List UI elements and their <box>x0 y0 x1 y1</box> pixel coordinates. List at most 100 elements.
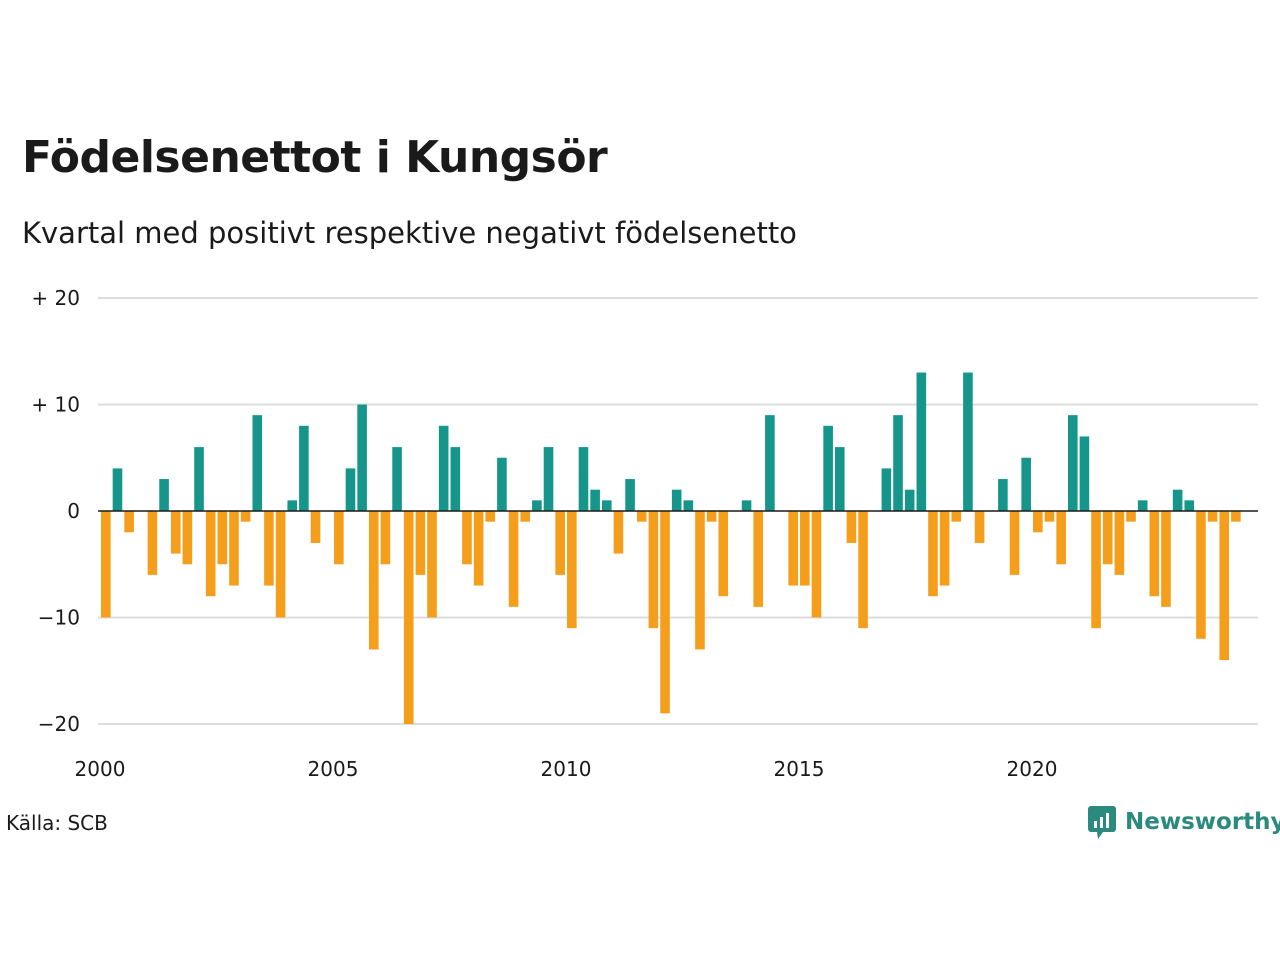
chart-bar <box>229 511 239 586</box>
chart-bar <box>741 500 752 511</box>
chart-bar <box>788 511 798 586</box>
chart-bar <box>532 500 542 511</box>
chart-bar <box>660 511 670 714</box>
chart-bar <box>951 511 962 522</box>
chart-bar <box>1149 511 1160 597</box>
x-tick-label: 2010 <box>541 757 592 781</box>
chart-bar <box>520 511 531 522</box>
chart-bar <box>1184 500 1195 511</box>
source-note: Källa: SCB <box>6 811 108 835</box>
chart-bar <box>345 468 356 511</box>
chart-bar <box>998 479 1008 511</box>
chart-bar <box>683 500 694 511</box>
chart-bar <box>1161 511 1171 607</box>
chart-bar <box>706 511 717 522</box>
y-tick-label: −20 <box>38 712 80 736</box>
chart-bar <box>427 511 437 618</box>
chart-bar <box>636 511 647 522</box>
chart-bar <box>939 511 950 586</box>
chart-bar <box>928 511 938 597</box>
chart-bar <box>264 511 274 586</box>
chart-bar <box>1021 457 1031 511</box>
chart-title: Födelsenettot i Kungsör <box>22 132 608 183</box>
newsworthy-logo-icon <box>1088 806 1116 839</box>
y-tick-label: 0 <box>67 499 80 523</box>
chart-bar <box>846 511 857 543</box>
x-tick-label: 2015 <box>774 757 825 781</box>
chart-bar <box>170 511 181 554</box>
chart-bar <box>1219 511 1230 661</box>
chart-bar <box>1207 511 1218 522</box>
chart-bar <box>1102 511 1113 565</box>
chart-bar <box>368 511 379 650</box>
chart-bar <box>1044 511 1055 522</box>
chart-bar <box>205 511 216 597</box>
chart-bar <box>963 372 973 511</box>
chart-bar <box>555 511 565 575</box>
chart-bar <box>462 511 472 565</box>
chart-bar <box>823 425 833 511</box>
chart-bar <box>485 511 496 522</box>
chart-bar <box>695 511 705 650</box>
chart-bar <box>334 511 344 565</box>
chart-bar <box>765 415 775 511</box>
chart-bar <box>1009 511 1020 575</box>
chart-bar <box>1196 511 1206 639</box>
chart-bar <box>392 447 402 511</box>
chart-bar <box>1079 436 1090 511</box>
x-tick-label: 2000 <box>75 757 126 781</box>
chart-bar <box>240 511 251 522</box>
chart-bar <box>473 511 484 586</box>
chart-bar <box>497 457 507 511</box>
chart-bar <box>403 511 414 724</box>
chart-bar <box>101 511 111 618</box>
chart-bar <box>811 511 822 618</box>
x-tick-label: 2005 <box>308 757 359 781</box>
newsworthy-logo: Newsworthy <box>1087 804 1280 840</box>
chart-bar <box>578 447 589 511</box>
chart-bar <box>380 511 391 565</box>
chart-bar <box>299 425 309 511</box>
chart-bar <box>1172 489 1183 511</box>
chart-bar <box>310 511 321 543</box>
chart-bar <box>858 511 868 629</box>
chart-bar <box>613 511 624 554</box>
newsworthy-logo-text: Newsworthy <box>1125 809 1280 835</box>
chart-bar <box>590 489 600 511</box>
chart-bar <box>1137 500 1148 511</box>
y-tick-label: + 10 <box>31 393 80 417</box>
x-tick-label: 2020 <box>1007 757 1058 781</box>
chart-bar <box>881 468 892 511</box>
chart-bar <box>124 511 134 533</box>
chart-bar <box>252 415 263 511</box>
chart-bar <box>1114 511 1125 575</box>
chart-bar <box>275 511 286 618</box>
chart-bar <box>415 511 426 575</box>
chart-bar <box>438 425 449 511</box>
chart-bar <box>904 489 915 511</box>
chart-bar <box>1091 511 1101 629</box>
chart-bar <box>893 415 903 511</box>
chart-bar <box>357 404 367 511</box>
chart-bar <box>567 511 577 629</box>
y-tick-label: −10 <box>38 606 80 630</box>
chart-bar <box>753 511 764 607</box>
chart-bar <box>834 447 845 511</box>
chart-bar <box>974 511 985 543</box>
chart-bar <box>147 511 158 575</box>
chart-bar <box>508 511 519 607</box>
chart-bar <box>543 447 554 511</box>
chart-bar <box>159 479 169 511</box>
chart-bar <box>194 447 204 511</box>
chart-bar <box>1067 415 1078 511</box>
chart-bar <box>1231 511 1241 522</box>
chart-bar <box>1056 511 1066 565</box>
chart-bar <box>182 511 193 565</box>
chart-bar <box>601 500 612 511</box>
chart-bar <box>718 511 729 597</box>
chart-bar <box>217 511 228 565</box>
chart-bar <box>648 511 659 629</box>
chart-bar <box>800 511 810 586</box>
chart-bar <box>671 489 682 511</box>
